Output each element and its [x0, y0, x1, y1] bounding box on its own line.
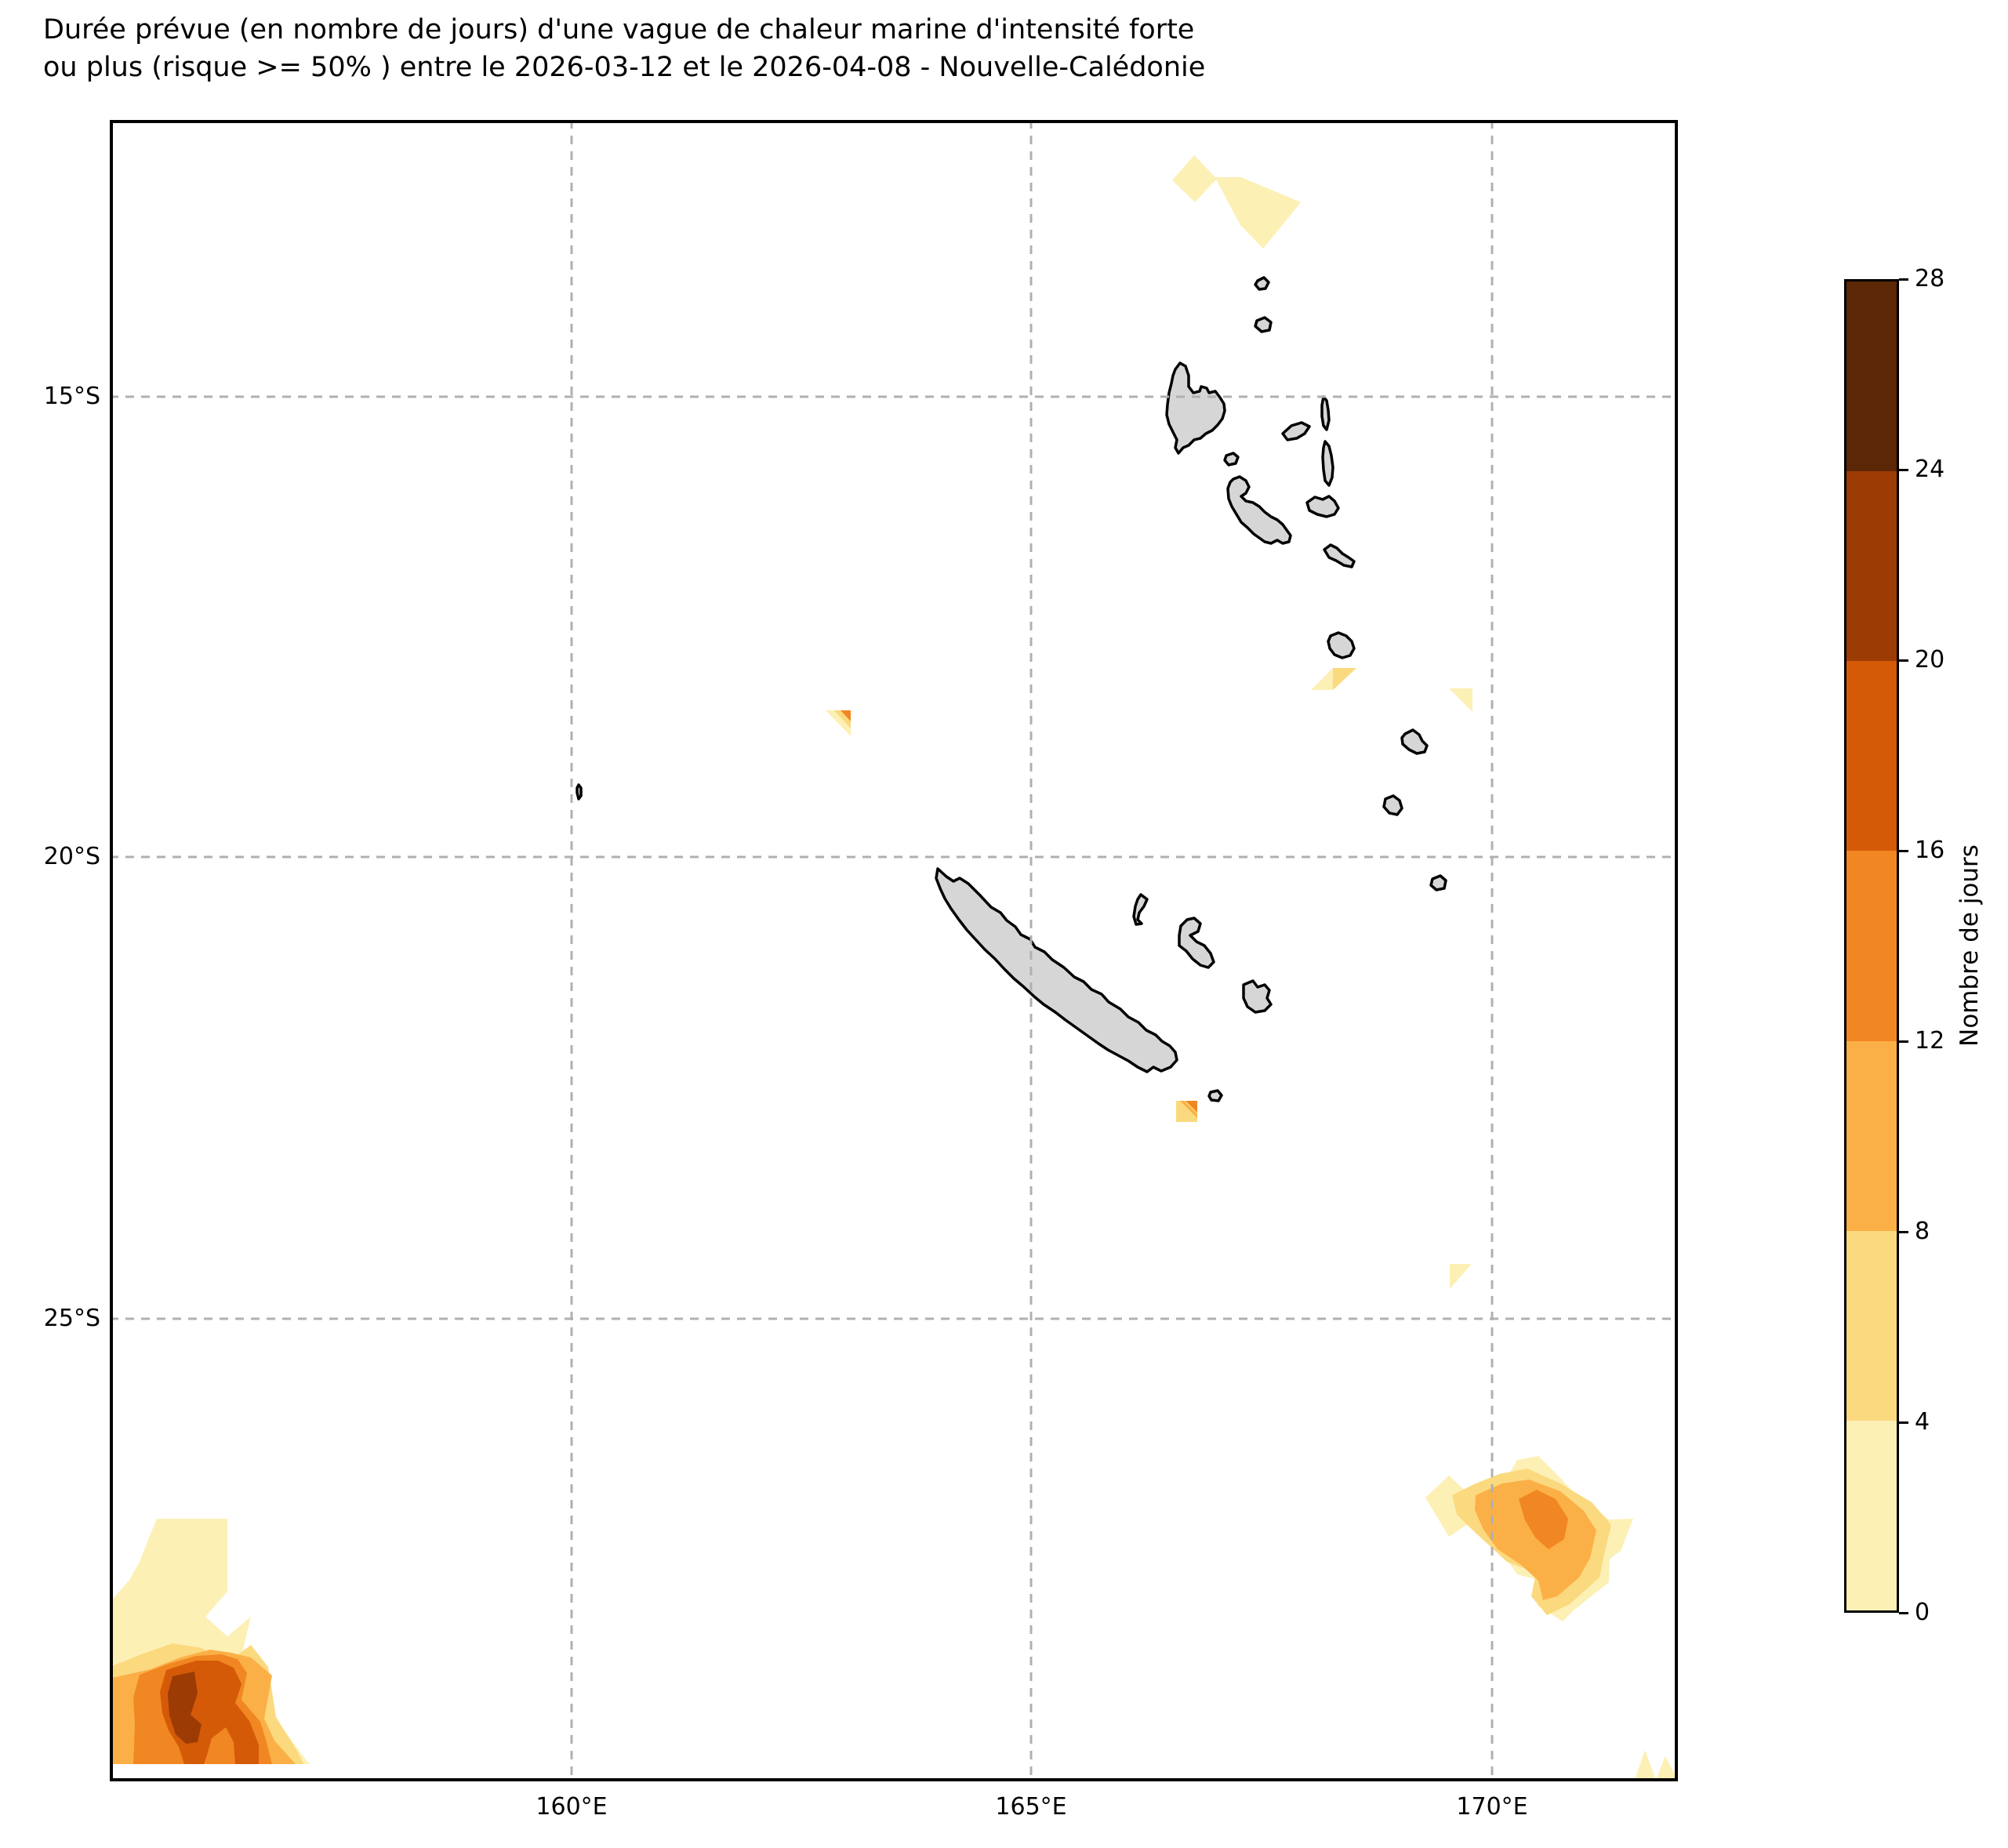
colorbar-band-4-8: [1846, 1230, 1897, 1421]
colorbar-band-8-12: [1846, 1040, 1897, 1231]
island-aneityum: [1429, 874, 1447, 891]
colorbar-tickmark-4: [1899, 1421, 1908, 1424]
plot-title: Durée prévue (en nombre de jours) d'une …: [43, 11, 1205, 86]
colorbar-tick-20: 20: [1915, 646, 1945, 673]
island-santo-se: [1223, 452, 1240, 467]
colorbar-tick-4: 4: [1915, 1408, 1930, 1436]
colorbar: [1844, 279, 1899, 1613]
plot-title-line1: Durée prévue (en nombre de jours) d'une …: [43, 14, 1195, 45]
island-erromango: [1400, 728, 1429, 755]
graticule: [110, 120, 1678, 1781]
colorbar-tickmark-20: [1899, 659, 1908, 662]
colorbar-tickmark-8: [1899, 1231, 1908, 1233]
colorbar-tick-16: 16: [1915, 837, 1945, 864]
contour-mid-triangle-orange: [841, 710, 851, 721]
island-pentecost: [1321, 440, 1334, 487]
island-tanna: [1382, 794, 1403, 816]
island-west-sliver: [576, 783, 583, 801]
xtick-160e: 160°E: [536, 1793, 608, 1821]
island-mare: [1242, 979, 1273, 1014]
colorbar-band-16-20: [1846, 661, 1897, 851]
island-des-pins: [1207, 1089, 1223, 1102]
colorbar-label: Nombre de jours: [1955, 844, 1984, 1047]
contour-23s-triangle: [1450, 1264, 1472, 1289]
contour-se-core-12-16: [1519, 1490, 1568, 1549]
island-ambrym: [1305, 495, 1340, 518]
xtick-165e: 165°E: [995, 1793, 1067, 1821]
colorbar-tickmark-12: [1899, 1040, 1908, 1043]
island-epi: [1323, 543, 1356, 568]
ytick-20s: 20°S: [43, 843, 100, 870]
island-santa-cruz-1: [1254, 276, 1270, 291]
contour-se-band-8-12: [1475, 1479, 1596, 1600]
colorbar-tick-24: 24: [1915, 456, 1945, 483]
contour-corner-mark-1: [1635, 1750, 1656, 1780]
ytick-15s: 15°S: [43, 383, 100, 410]
contour-sw-core-20-24: [168, 1672, 202, 1744]
colorbar-tickmark-24: [1899, 469, 1908, 471]
contour-18-5s-triangle: [1449, 688, 1472, 712]
landmasses: [576, 276, 1447, 1102]
plot-title-line2: ou plus (risque >= 50% ) entre le 2026-0…: [43, 52, 1206, 83]
island-espiritu-santo: [1165, 361, 1226, 455]
colorbar-band-24-28: [1846, 281, 1897, 472]
ytick-25s: 25°S: [43, 1305, 100, 1332]
colorbar-band-12-16: [1846, 851, 1897, 1041]
island-maewo: [1320, 395, 1331, 431]
colorbar-tick-12: 12: [1915, 1027, 1945, 1055]
xtick-170e: 170°E: [1456, 1793, 1528, 1821]
island-aoba: [1281, 421, 1311, 441]
colorbar-tickmark-16: [1899, 850, 1908, 852]
island-lifou: [1178, 917, 1215, 969]
colorbar-tick-0: 0: [1915, 1599, 1930, 1626]
plot-border: [110, 120, 1678, 1781]
heatwave-contours: [112, 155, 1678, 1780]
contour-18s-gold: [1333, 668, 1356, 690]
map-canvas: [110, 120, 1678, 1781]
contour-pins-square-corner: [1186, 1101, 1197, 1113]
island-ouvea: [1132, 893, 1149, 926]
contour-north-patch: [1172, 155, 1301, 249]
colorbar-tick-8: 8: [1915, 1218, 1930, 1245]
island-grande-terre: [935, 867, 1178, 1073]
colorbar-band-20-24: [1846, 471, 1897, 662]
island-malakula: [1226, 475, 1292, 545]
contour-18s-pale: [1311, 668, 1333, 690]
contour-pins-square-stripe: [1180, 1101, 1197, 1118]
island-santa-cruz-2: [1254, 316, 1273, 333]
colorbar-tickmark-28: [1899, 278, 1908, 281]
colorbar-tick-28: 28: [1915, 265, 1945, 292]
colorbar-band-0-4: [1846, 1420, 1897, 1610]
contour-corner-mark-2: [1656, 1756, 1678, 1780]
colorbar-tickmark-0: [1899, 1612, 1908, 1614]
island-efate: [1327, 631, 1356, 659]
